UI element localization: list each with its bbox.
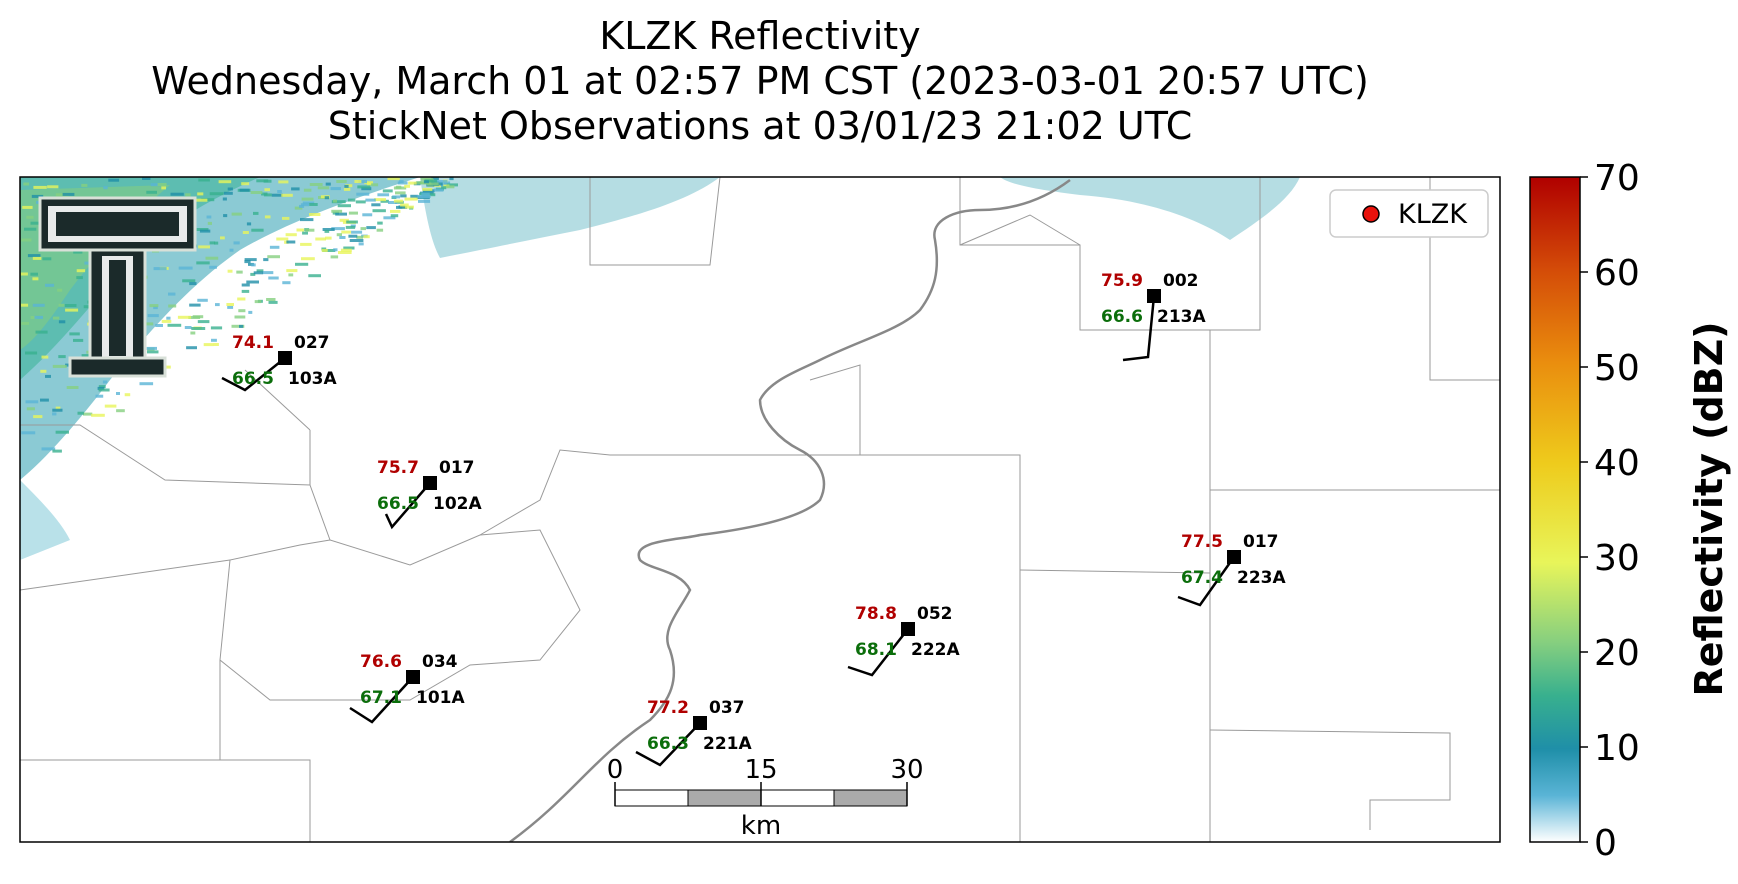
station-221A: 77.2 037 66.3 221A — [635, 698, 752, 767]
station-id: 101A — [416, 688, 465, 708]
colorbar: 0 10 20 30 40 50 60 70 Reflectivity (dBZ) — [1529, 158, 1731, 864]
colorbar-tick-label: 30 — [1594, 538, 1640, 579]
station-dewpoint: 67.4 — [1181, 568, 1223, 588]
station-wind-direction: 027 — [294, 333, 330, 353]
station-wind-direction: 017 — [439, 458, 475, 478]
station-wind-direction: 002 — [1163, 271, 1199, 291]
station-222A: 78.8 052 68.1 222A — [847, 604, 960, 677]
wind-barb-icon — [635, 722, 701, 767]
station-dewpoint: 68.1 — [855, 640, 897, 660]
station-id: 102A — [433, 494, 482, 514]
station-marker — [901, 622, 915, 636]
scale-tick-15: 15 — [744, 755, 777, 785]
station-223A: 77.5 017 67.4 223A — [1177, 532, 1286, 607]
colorbar-tick-label: 10 — [1594, 728, 1640, 769]
scale-tick-30: 30 — [890, 755, 923, 785]
map-title: KLZK Reflectivity — [599, 14, 921, 58]
station-wind-direction: 034 — [422, 652, 458, 672]
station-marker — [1147, 289, 1161, 303]
station-temperature: 74.1 — [232, 333, 274, 353]
colorbar-tick-label: 20 — [1594, 633, 1640, 674]
station-dewpoint: 66.3 — [647, 734, 689, 754]
station-temperature: 78.8 — [855, 604, 897, 624]
station-marker — [406, 670, 420, 684]
scale-bar: 0 15 30 km — [607, 755, 924, 841]
colorbar-tick-label: 50 — [1594, 348, 1640, 389]
colorbar-tick-label: 0 — [1594, 823, 1617, 864]
map-legend: KLZK — [1329, 189, 1489, 238]
county-boundaries — [20, 177, 1500, 842]
station-dewpoint: 66.6 — [1101, 307, 1143, 327]
wind-barb-icon — [384, 482, 431, 530]
station-dewpoint: 67.1 — [360, 688, 402, 708]
wind-barb-icon — [349, 676, 414, 724]
station-temperature: 77.5 — [1181, 532, 1223, 552]
river-line — [509, 178, 1071, 842]
wind-barb-icon — [1122, 295, 1156, 362]
station-id: 213A — [1157, 307, 1206, 327]
station-temperature: 75.9 — [1101, 271, 1143, 291]
station-id: 103A — [288, 369, 337, 389]
colorbar-tick-label: 70 — [1594, 158, 1640, 199]
station-dewpoint: 66.5 — [377, 494, 419, 514]
sticknet-stations: 74.1 027 66.5 103A 75.7 017 66.5 102A 76.6 034 67.… — [221, 271, 1286, 767]
station-marker — [423, 476, 437, 490]
legend-label: KLZK — [1398, 199, 1468, 230]
station-dewpoint: 66.5 — [232, 369, 274, 389]
map-subtitle-time: Wednesday, March 01 at 02:57 PM CST (202… — [151, 59, 1369, 103]
station-temperature: 77.2 — [647, 698, 689, 718]
legend-marker-icon — [1362, 205, 1380, 223]
station-id: 223A — [1237, 568, 1286, 588]
station-marker — [278, 351, 292, 365]
station-marker — [1227, 550, 1241, 564]
station-marker — [693, 716, 707, 730]
colorbar-gradient — [1529, 176, 1581, 843]
station-id: 221A — [703, 734, 752, 754]
station-102A: 75.7 017 66.5 102A — [377, 458, 482, 530]
station-wind-direction: 017 — [1243, 532, 1279, 552]
station-103A: 74.1 027 66.5 103A — [221, 333, 337, 392]
map-subtitle-obs: StickNet Observations at 03/01/23 21:02 … — [327, 104, 1193, 148]
wind-barb-icon — [221, 357, 286, 392]
station-101A: 76.6 034 67.1 101A — [349, 652, 465, 724]
map-frame — [19, 176, 1501, 843]
station-213A: 75.9 002 66.6 213A — [1101, 271, 1206, 362]
station-temperature: 76.6 — [360, 652, 402, 672]
colorbar-label: Reflectivity (dBZ) — [1687, 321, 1731, 696]
station-temperature: 75.7 — [377, 458, 419, 478]
colorbar-tick-label: 60 — [1594, 253, 1640, 294]
colorbar-tick-label: 40 — [1594, 443, 1640, 484]
station-wind-direction: 037 — [709, 698, 745, 718]
map-panel — [20, 177, 1500, 842]
wind-barb-icon — [847, 628, 909, 677]
station-wind-direction: 052 — [917, 604, 953, 624]
station-id: 222A — [911, 640, 960, 660]
wind-barb-icon — [1177, 556, 1236, 607]
scale-tick-0: 0 — [607, 755, 624, 785]
scale-unit: km — [741, 811, 781, 841]
texas-tech-double-t-logo — [38, 196, 197, 378]
